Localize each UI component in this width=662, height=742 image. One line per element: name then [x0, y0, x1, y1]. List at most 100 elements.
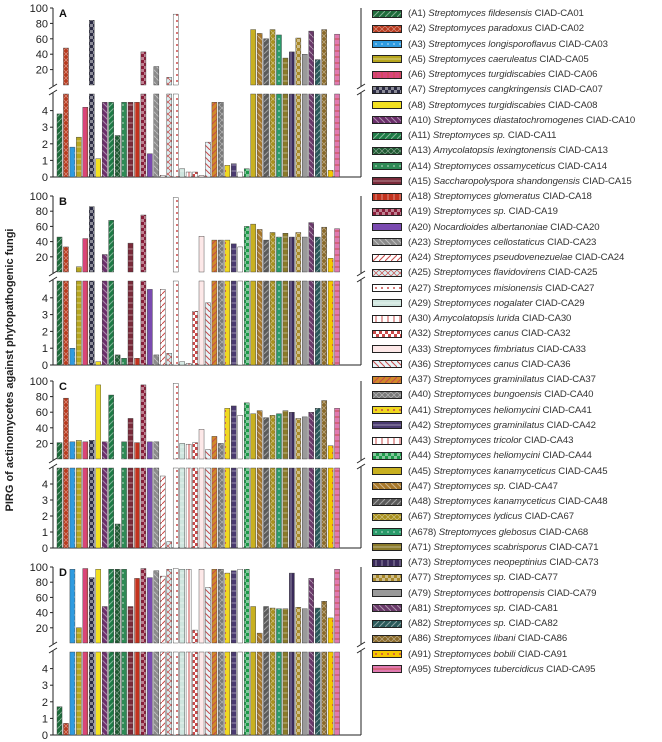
bar-a91-upper [327, 445, 334, 460]
legend-swatch [372, 573, 402, 582]
legend-swatch [372, 55, 402, 64]
bar-a6-lower [82, 651, 89, 736]
bar-a15-lower [127, 280, 134, 366]
panel-a: A 20 40 60 80 100 0 1 2 3 4 [30, 3, 367, 184]
bar-a19-upper [140, 51, 147, 86]
legend-swatch [372, 512, 402, 521]
legend-item-a11: (A11) Streptomyces sp. CIAD-CA11 [372, 128, 662, 143]
bar-a47-upper [256, 632, 263, 644]
bar-a30-lower [185, 363, 192, 366]
legend-swatch [372, 238, 402, 247]
bar-a45-lower [250, 280, 256, 366]
bar-a8-lower [95, 361, 101, 366]
legend-swatch [372, 223, 402, 232]
panel-label: B [59, 196, 67, 208]
legend-label: (A27) Streptomyces misionensis CIAD-CA27 [408, 282, 595, 294]
bar-a30-lower [185, 651, 192, 736]
bar-a95-upper [334, 408, 340, 460]
bar-a42-upper [231, 405, 237, 460]
legend-swatch [372, 604, 402, 613]
bar-a67-lower [269, 93, 276, 178]
bar-a71-upper [282, 410, 289, 460]
break-mark [48, 276, 58, 283]
break-mark [356, 276, 366, 283]
lower-tick-label: 3 [42, 122, 48, 134]
legend-label: (A44) Streptomyces heliomycini CIAD-CA44 [408, 450, 592, 462]
legend-label: (A23) Streptomyces cellostaticus CIAD-CA… [408, 236, 597, 248]
bar-a15-upper [127, 242, 134, 273]
bar-a81-lower [308, 280, 314, 366]
bar-a15-upper [127, 606, 134, 644]
legend-item-a71: (A71) Streptomyces scabrisporus CIAD-CA7… [372, 540, 662, 555]
bar-a24-lower [160, 651, 166, 736]
bar-a11-lower [108, 651, 114, 736]
bar-a86-lower [321, 280, 327, 366]
lower-tick-label: 0 [42, 172, 48, 184]
lower-tick-label: 2 [42, 326, 48, 338]
bar-a37-upper [211, 436, 218, 460]
legend-label: (A678) Streptomyces glebosus CIAD-CA68 [408, 526, 589, 538]
upper-tick-label: 20 [36, 623, 48, 635]
break-mark [48, 647, 58, 654]
legend-swatch [372, 162, 402, 171]
legend-label: (A73) Streptomyces neopeptinius CIAD-CA7… [408, 557, 599, 569]
bar-a1-lower [56, 467, 63, 549]
legend-label: (A71) Streptomyces scabrisporus CIAD-CA7… [408, 541, 599, 553]
legend-item-a3: (A3) Streptomyces longisporoflavus CIAD-… [372, 37, 662, 52]
bar-a23-lower [153, 651, 160, 736]
bar-a20-lower [147, 651, 153, 736]
legend-label: (A77) Streptomyces sp. CIAD-CA77 [408, 572, 558, 584]
legend-label: (A41) Streptomyces heliomycini CIAD-CA41 [408, 404, 592, 416]
bar-a36-lower [205, 302, 211, 366]
bar-a73-upper [289, 236, 295, 273]
legend-item-a79: (A79) Streptomyces bottropensis CIAD-CA7… [372, 586, 662, 601]
bar-a19-lower [140, 651, 147, 736]
bar-a23-upper [153, 441, 160, 460]
bar-a7-lower [89, 651, 95, 736]
bar-a15-lower [127, 651, 134, 736]
bar-a37-upper [211, 569, 218, 644]
legend-item-a32: (A32) Streptomyces canus CIAD-CA32 [372, 326, 662, 341]
legend-label: (A6) Streptomyces turgidiscabies CIAD-CA… [408, 69, 598, 81]
break-mark [356, 641, 366, 648]
legend-item-a91: (A91) Streptomyces bobili CIAD-CA91 [372, 647, 662, 662]
legend-label: (A19) Streptomyces sp. CIAD-CA19 [408, 206, 558, 218]
legend-swatch [372, 131, 402, 140]
bar-a86-lower [321, 467, 327, 549]
bar-a79-upper [302, 54, 308, 86]
legend-item-a23: (A23) Streptomyces cellostaticus CIAD-CA… [372, 235, 662, 250]
legend-swatch [372, 436, 402, 445]
bar-a71-upper [282, 57, 289, 86]
bar-a678-upper [276, 34, 282, 86]
bar-a33-upper [198, 569, 205, 644]
panel-b: B 20 40 60 80 100 0 1 2 3 4 [30, 191, 367, 372]
legend-label: (A2) Streptomyces paradoxus CIAD-CA02 [408, 23, 584, 35]
legend-swatch [372, 192, 402, 201]
bar-a24-lower [160, 175, 166, 178]
bar-a45-upper [250, 223, 256, 273]
bar-a45-lower [250, 651, 256, 736]
lower-tick-label: 0 [42, 543, 48, 555]
bar-a18-lower [134, 651, 140, 736]
bar-a32-lower [192, 651, 198, 736]
bar-a15-lower [127, 102, 134, 178]
bar-a30-lower [185, 467, 192, 549]
bar-a678-lower [276, 280, 282, 366]
bar-a3-lower [69, 146, 76, 178]
bar-a29-upper [179, 443, 185, 460]
upper-tick-label: 20 [36, 252, 48, 264]
legend-swatch [372, 345, 402, 354]
legend-label: (A45) Streptomyces kanamyceticus CIAD-CA… [408, 465, 608, 477]
bar-a41-upper [224, 408, 231, 460]
lower-tick-label: 2 [42, 697, 48, 709]
legend-label: (A14) Streptomyces ossamyceticus CIAD-CA… [408, 160, 607, 172]
upper-tick-label: 100 [30, 562, 48, 574]
bar-a30-upper [185, 569, 192, 644]
upper-tick-label: 20 [36, 65, 48, 77]
bar-a20-lower [147, 467, 153, 549]
bar-a8-lower [95, 651, 101, 736]
bar-a27-upper [172, 568, 179, 644]
bar-a81-upper [308, 578, 314, 644]
bar-a77-lower [295, 280, 302, 366]
